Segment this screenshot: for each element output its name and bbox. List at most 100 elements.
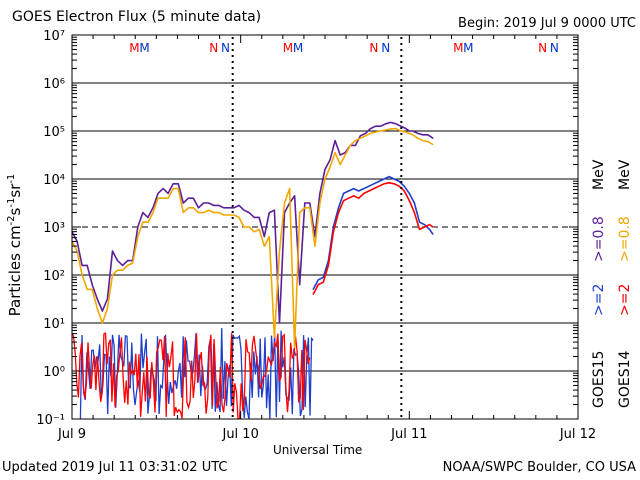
series-point [299, 284, 301, 286]
series-point [412, 130, 414, 132]
series-point [106, 298, 108, 300]
series-point [319, 192, 321, 194]
series-point [248, 212, 250, 214]
series-point [304, 207, 306, 209]
series-point [398, 180, 400, 182]
series-point [348, 190, 350, 192]
series-point [268, 212, 270, 214]
legend-goes15-low: >=2 [591, 284, 607, 316]
series-point [393, 178, 395, 180]
series-point [334, 140, 336, 142]
series-point [278, 322, 281, 324]
legend-goes14-unit: MeV [617, 159, 633, 190]
series-point [412, 134, 414, 136]
axis-layer: 10⁻¹ 10⁰ 10¹ 10² 10³ 10⁴ 10⁵ 10⁶ 10⁷ Jul 9 Jul 10 J… [36, 29, 596, 442]
series-point [86, 288, 88, 290]
series-point [337, 212, 340, 214]
series-point [359, 137, 361, 139]
series-point [375, 125, 377, 127]
marker-letter: N [538, 41, 547, 55]
series-point [162, 197, 164, 199]
series-point [187, 197, 189, 199]
marker-letter: N [209, 41, 218, 55]
series-point [380, 130, 382, 132]
chart-title: GOES Electron Flux (5 minute data) [12, 9, 262, 25]
series-point [395, 123, 397, 125]
series-point [317, 279, 319, 281]
series-point [423, 226, 426, 228]
marker-letter: M [283, 41, 293, 55]
series-point [363, 188, 365, 190]
series-point [400, 125, 402, 127]
series-point [86, 264, 88, 266]
series-point [332, 231, 334, 233]
series-point [395, 128, 397, 130]
series-point [314, 245, 316, 247]
updated-timestamp: Updated 2019 Jul 11 03:31:02 UTC [2, 460, 228, 475]
marker-letter: M [139, 41, 149, 55]
legend: GOES15 GOES14 >=2 >=2 >=0.8 >=0.8 MeV Me… [591, 159, 633, 408]
noise-band [71, 332, 311, 420]
x-tick-label: Jul 9 [57, 427, 86, 442]
credit: NOAA/SWPC Boulder, CO USA [442, 460, 636, 475]
series-point [363, 192, 365, 194]
series-point [218, 204, 220, 206]
series-point [417, 132, 419, 134]
series-point [91, 288, 93, 290]
series-point [122, 269, 124, 271]
legend-goes14-low: >=2 [617, 284, 633, 316]
series-point [177, 183, 179, 185]
y-tick-label: 10⁴ [43, 173, 65, 188]
series-point [364, 132, 367, 134]
series-point [432, 233, 434, 235]
series-point [172, 188, 174, 190]
series-point [408, 192, 410, 194]
series-point [368, 185, 370, 187]
series-point [76, 250, 78, 252]
series-point [390, 121, 392, 123]
series-point [233, 214, 235, 216]
y-tick-label: 10⁷ [43, 29, 65, 44]
y-tick-label: 10³ [43, 221, 65, 236]
series-point [373, 188, 375, 190]
series-point [432, 137, 434, 139]
legend-goes15-high: >=0.8 [591, 216, 607, 262]
series-point [339, 164, 341, 166]
legend-goes15-label: GOES15 [591, 351, 607, 408]
series-point [253, 216, 255, 218]
series-point [390, 128, 392, 130]
series-point [309, 207, 311, 209]
marker-letter: M [463, 41, 473, 55]
series-point [427, 141, 429, 143]
series-point [283, 202, 286, 204]
series-point [353, 195, 355, 197]
series-point [243, 226, 245, 228]
series-line [71, 121, 434, 324]
series-point [147, 216, 149, 218]
series-point [299, 212, 301, 214]
series-point [388, 176, 390, 178]
series-point [429, 224, 431, 226]
series-point [218, 212, 220, 214]
series-point [400, 130, 402, 132]
series-point [378, 185, 380, 187]
series-point [157, 197, 159, 199]
series-point [304, 202, 306, 204]
series-point [364, 135, 367, 137]
series-point [132, 262, 134, 264]
series-point [343, 200, 345, 202]
series-point [182, 202, 184, 204]
series-point [203, 212, 205, 214]
series-point [273, 209, 275, 211]
series-point [375, 131, 377, 133]
series-point [273, 336, 275, 338]
series-point [127, 260, 129, 262]
marker-letter: M [129, 41, 139, 55]
series-point [312, 288, 314, 290]
marker-letter: M [293, 41, 303, 55]
series-point [413, 202, 415, 204]
series-layer [71, 121, 434, 348]
series-point [187, 207, 189, 209]
series-point [369, 132, 372, 134]
series-point [354, 144, 356, 146]
